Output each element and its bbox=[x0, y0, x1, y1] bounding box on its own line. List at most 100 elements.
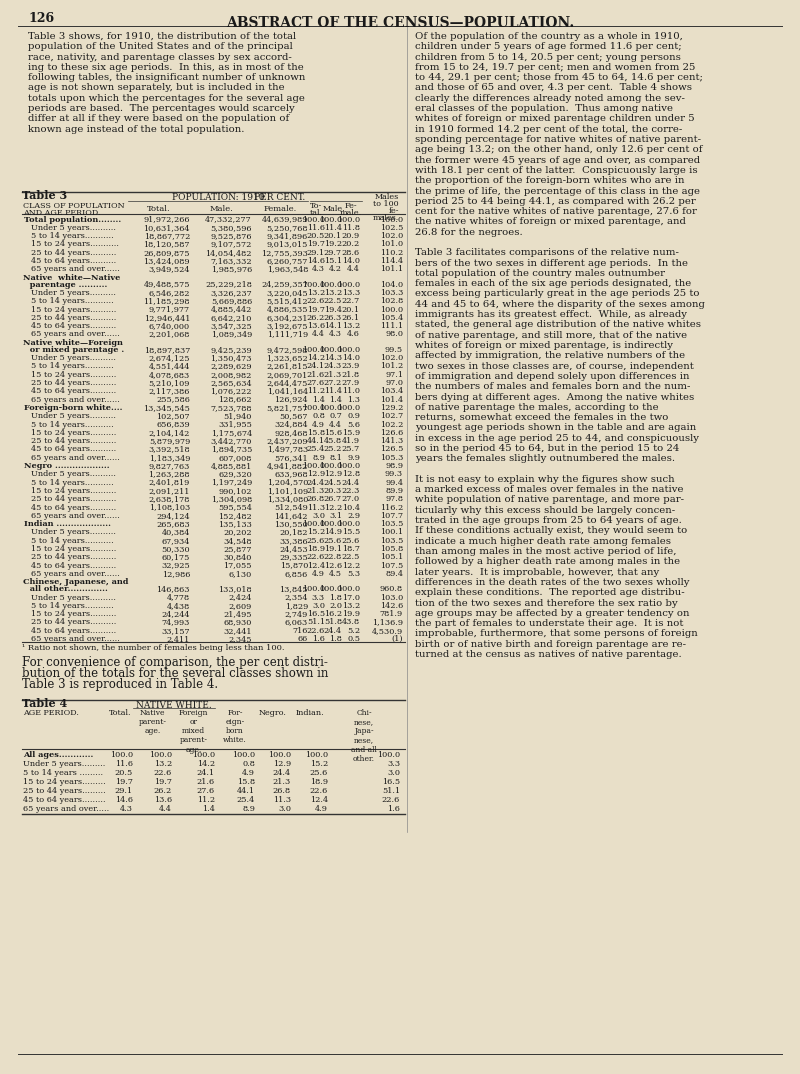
Text: 1.8: 1.8 bbox=[329, 594, 342, 601]
Text: 67,934: 67,934 bbox=[162, 537, 190, 545]
Text: explain these conditions.  The reported age distribu-: explain these conditions. The reported a… bbox=[415, 589, 685, 597]
Text: 5 to 14 years...........: 5 to 14 years........... bbox=[31, 537, 114, 545]
Text: 105.3: 105.3 bbox=[380, 453, 403, 462]
Text: 1,183,349: 1,183,349 bbox=[149, 453, 190, 462]
Text: 1,076,222: 1,076,222 bbox=[210, 388, 252, 395]
Text: 5 to 14 years...........: 5 to 14 years........... bbox=[31, 479, 114, 487]
Text: 11.3: 11.3 bbox=[307, 504, 325, 511]
Text: 100.0: 100.0 bbox=[302, 346, 325, 353]
Text: 25,877: 25,877 bbox=[223, 545, 252, 553]
Text: 5.2: 5.2 bbox=[347, 627, 360, 635]
Text: race, nativity, and parentage classes by sex accord-: race, nativity, and parentage classes by… bbox=[28, 53, 292, 61]
Text: 6,856: 6,856 bbox=[285, 570, 308, 578]
Text: 2,345: 2,345 bbox=[229, 635, 252, 643]
Text: 25 to 44 years..........: 25 to 44 years.......... bbox=[31, 379, 116, 387]
Text: 102.0: 102.0 bbox=[380, 232, 403, 241]
Text: PER CENT.: PER CENT. bbox=[254, 193, 306, 202]
Text: 152,482: 152,482 bbox=[218, 512, 252, 520]
Text: in 1910 formed 14.2 per cent of the total, the corre-: in 1910 formed 14.2 per cent of the tota… bbox=[415, 125, 682, 133]
Text: 33,157: 33,157 bbox=[162, 627, 190, 635]
Text: 26.2: 26.2 bbox=[306, 314, 325, 322]
Text: 12.2: 12.2 bbox=[342, 562, 360, 569]
Text: 15 to 24 years..........: 15 to 24 years.......... bbox=[31, 545, 116, 553]
Text: Male.: Male. bbox=[209, 205, 233, 213]
Text: age is not shown separately, but is included in the: age is not shown separately, but is incl… bbox=[28, 84, 285, 92]
Text: 3.3: 3.3 bbox=[312, 594, 325, 601]
Text: 66: 66 bbox=[298, 635, 308, 643]
Text: 12.4: 12.4 bbox=[310, 796, 328, 803]
Text: CLASS OF POPULATION: CLASS OF POPULATION bbox=[23, 202, 125, 211]
Text: Under 5 years.........: Under 5 years......... bbox=[23, 760, 106, 768]
Text: AND AGE PERIOD.: AND AGE PERIOD. bbox=[23, 209, 101, 217]
Text: 960.8: 960.8 bbox=[380, 585, 403, 593]
Text: 11.2: 11.2 bbox=[197, 796, 215, 803]
Text: age groups may be affected by a greater tendency on: age groups may be affected by a greater … bbox=[415, 609, 690, 618]
Text: 9,107,572: 9,107,572 bbox=[210, 241, 252, 248]
Text: 20.2: 20.2 bbox=[342, 241, 360, 248]
Text: turned at the census as natives of native parentage.: turned at the census as natives of nativ… bbox=[415, 650, 682, 659]
Text: 15 to 24 years..........: 15 to 24 years.......... bbox=[31, 306, 116, 314]
Text: 20.5: 20.5 bbox=[306, 232, 325, 241]
Text: 2,437,209: 2,437,209 bbox=[266, 437, 308, 445]
Text: 16.5: 16.5 bbox=[307, 610, 325, 619]
Text: 4.4: 4.4 bbox=[159, 804, 172, 813]
Text: Fe-: Fe- bbox=[345, 202, 358, 211]
Text: 2,749: 2,749 bbox=[285, 610, 308, 619]
Text: Table 3 facilitates comparisons of the relative num-: Table 3 facilitates comparisons of the r… bbox=[415, 248, 679, 258]
Text: 22.6: 22.6 bbox=[306, 627, 325, 635]
Text: 23.9: 23.9 bbox=[342, 362, 360, 371]
Text: Indian ...................: Indian ................... bbox=[24, 520, 111, 528]
Text: 5.3: 5.3 bbox=[347, 570, 360, 578]
Text: AGE PERIOD.: AGE PERIOD. bbox=[23, 709, 79, 716]
Text: Male.: Male. bbox=[322, 205, 345, 213]
Text: 11.6: 11.6 bbox=[115, 760, 133, 768]
Text: the part of females to understate their age.  It is not: the part of females to understate their … bbox=[415, 619, 683, 628]
Text: 15.5: 15.5 bbox=[342, 528, 360, 536]
Text: 255,586: 255,586 bbox=[156, 395, 190, 404]
Text: 45 to 64 years..........: 45 to 64 years.......... bbox=[31, 562, 116, 569]
Text: 26.7: 26.7 bbox=[324, 495, 342, 504]
Text: 98.0: 98.0 bbox=[385, 331, 403, 338]
Text: 24.4: 24.4 bbox=[342, 479, 360, 487]
Text: 25.6: 25.6 bbox=[306, 537, 325, 545]
Text: 102.5: 102.5 bbox=[380, 223, 403, 232]
Text: 26,809,875: 26,809,875 bbox=[143, 249, 190, 257]
Text: 1,101,109: 1,101,109 bbox=[267, 487, 308, 495]
Text: Table 3 shows, for 1910, the distribution of the total: Table 3 shows, for 1910, the distributio… bbox=[28, 32, 296, 41]
Text: returns, somewhat exceed the females in the two: returns, somewhat exceed the females in … bbox=[415, 413, 668, 422]
Text: 9,425,239: 9,425,239 bbox=[210, 346, 252, 353]
Text: 12.9: 12.9 bbox=[273, 760, 291, 768]
Text: 133,018: 133,018 bbox=[218, 585, 252, 593]
Text: 100.0: 100.0 bbox=[302, 520, 325, 528]
Text: 25.2: 25.2 bbox=[324, 446, 342, 453]
Text: 3.0: 3.0 bbox=[278, 804, 291, 813]
Text: with 18.1 per cent of the latter.  Conspicuously large is: with 18.1 per cent of the latter. Conspi… bbox=[415, 165, 698, 175]
Text: 105.1: 105.1 bbox=[380, 553, 403, 562]
Text: Negro ...................: Negro ................... bbox=[24, 462, 110, 470]
Text: 110.2: 110.2 bbox=[380, 249, 403, 257]
Text: 74,993: 74,993 bbox=[162, 619, 190, 626]
Text: 12.2: 12.2 bbox=[324, 504, 342, 511]
Text: 1,136.9: 1,136.9 bbox=[372, 619, 403, 626]
Text: 8.1: 8.1 bbox=[329, 453, 342, 462]
Text: 512,549: 512,549 bbox=[274, 504, 308, 511]
Text: clearly the differences already noted among the sev-: clearly the differences already noted am… bbox=[415, 93, 685, 103]
Text: 16.2: 16.2 bbox=[324, 610, 342, 619]
Text: 20.5: 20.5 bbox=[114, 769, 133, 777]
Text: 0.9: 0.9 bbox=[347, 412, 360, 420]
Text: 21,495: 21,495 bbox=[223, 610, 252, 619]
Text: 44,639,989: 44,639,989 bbox=[262, 216, 308, 223]
Text: 105.8: 105.8 bbox=[380, 545, 403, 553]
Text: 65 years and over......: 65 years and over...... bbox=[31, 453, 120, 462]
Text: Total.: Total. bbox=[110, 709, 132, 716]
Text: 8.9: 8.9 bbox=[312, 453, 325, 462]
Text: 19.1: 19.1 bbox=[324, 545, 342, 553]
Text: 24.3: 24.3 bbox=[324, 362, 342, 371]
Text: 3,220,045: 3,220,045 bbox=[266, 289, 308, 296]
Text: 6,304,231: 6,304,231 bbox=[266, 314, 308, 322]
Text: 5,380,596: 5,380,596 bbox=[210, 223, 252, 232]
Text: 25 to 44 years..........: 25 to 44 years.......... bbox=[31, 314, 116, 322]
Text: ticularly why this excess should be largely concen-: ticularly why this excess should be larg… bbox=[415, 506, 675, 514]
Text: 101.4: 101.4 bbox=[380, 395, 403, 404]
Text: Chinese, Japanese, and: Chinese, Japanese, and bbox=[23, 578, 128, 586]
